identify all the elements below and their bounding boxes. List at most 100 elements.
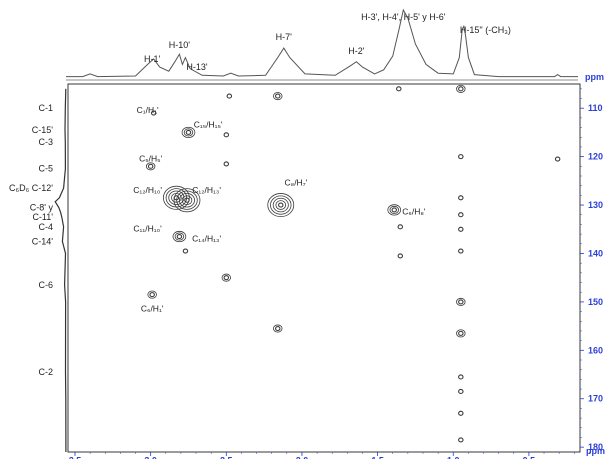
cross-peak-annotation: C₁₂/H₁₀' — [133, 185, 162, 195]
contour-ring — [226, 93, 233, 99]
contour-ring — [458, 437, 464, 443]
contour-ring — [150, 110, 157, 116]
contour-ring — [149, 292, 155, 298]
top-peak-label: H-7' — [276, 32, 293, 42]
contour-ring — [147, 163, 154, 169]
side-carbon-label: C-1 — [38, 103, 53, 113]
contour-peak — [458, 388, 464, 395]
contour-peak — [456, 329, 466, 338]
contour-ring — [274, 93, 281, 99]
contour-ring — [223, 275, 230, 281]
contour-peak — [396, 86, 402, 92]
side-carbon-label: C-5 — [38, 164, 53, 174]
contour-ring — [162, 185, 190, 210]
contour-peak — [458, 437, 464, 443]
contour-ring — [456, 329, 466, 338]
contour-peak — [458, 248, 464, 254]
side-carbon-label: C-14' — [32, 236, 54, 246]
contour-ring — [273, 324, 283, 333]
y-tick-label: 110 — [588, 103, 603, 113]
x-tick-label: 3.5 — [69, 455, 82, 459]
contour-peak — [458, 226, 464, 232]
y-tick-label: 140 — [588, 248, 603, 258]
contour-peaks — [145, 84, 561, 443]
x-axis-unit: ppm — [586, 446, 605, 456]
contour-peak — [226, 93, 233, 99]
y-tick-label: 130 — [588, 200, 603, 210]
y-tick-label: 160 — [588, 345, 603, 355]
contour-ring — [554, 156, 561, 162]
contour-peak — [456, 84, 466, 93]
contour-peak — [181, 126, 196, 139]
top-peak-label: H-1' — [144, 54, 161, 64]
y-tick-label: 170 — [588, 394, 603, 404]
top-peak-label: H-13' — [186, 62, 208, 72]
contour-ring — [176, 233, 183, 240]
side-carbon-labels: C-1 C-15' C-3 C-5 C₆D₆ C-12' C-8' yC-11'C-4 C-… — [9, 103, 53, 377]
side-carbon-label: C-2 — [38, 367, 53, 377]
contour-peak — [150, 110, 157, 116]
contour-ring — [458, 212, 464, 218]
x-tick-label: 2.5 — [220, 455, 233, 459]
x-axis-ticks: 3.5 3.0 2.5 2.0 1.5 1.0 0.5 — [69, 452, 590, 459]
contour-ring — [274, 325, 281, 332]
side-projection: C-1 C-15' C-3 C-5 C₆D₆ C-12' C-8' yC-11'C-4 C-… — [9, 88, 67, 453]
cross-peak-annotation: C₁/H₁' — [137, 105, 159, 115]
side-carbon-label: C₆D₆ C-12' — [9, 183, 53, 193]
contour-ring — [223, 161, 230, 167]
contour-ring — [145, 162, 156, 171]
cross-peak-annotation: C₁₁/H₁₀' — [133, 224, 162, 234]
contour-peak — [456, 297, 466, 306]
contour-ring — [456, 297, 466, 306]
side-carbon-label: C-11' — [32, 212, 53, 222]
contour-ring — [456, 84, 466, 93]
contour-ring — [278, 202, 284, 208]
cross-peak-annotation: C₆/H₈' — [402, 207, 426, 217]
side-carbon-label: C-4 — [38, 222, 53, 232]
x-tick-label: 0.5 — [523, 455, 536, 459]
contour-ring — [458, 374, 464, 380]
contour-ring — [181, 126, 196, 139]
contour-ring — [458, 388, 464, 395]
cross-peak-annotation: C₁₂/H₁₃' — [192, 185, 221, 195]
contour-peak — [554, 156, 561, 162]
x-tick-label: 2.0 — [296, 455, 309, 459]
contour-peak — [387, 204, 402, 216]
top-peak-labels: H-1' H-10' H-13' H-7' H-2' H-3', H-4', H-5' y… — [144, 12, 511, 72]
top-peak-label: H-2' — [348, 46, 365, 56]
side-carbon-label: C-6 — [38, 280, 53, 290]
contour-peak — [458, 410, 464, 416]
top-peak-label: H-15'' (-CH₃) — [460, 25, 511, 35]
side-carbon-label: C-3 — [38, 137, 53, 147]
y-tick-label: 150 — [588, 297, 603, 307]
contour-ring — [272, 197, 289, 213]
contour-peak — [267, 193, 295, 218]
contour-ring — [223, 132, 230, 138]
contour-peak — [458, 154, 464, 160]
contour-peak — [223, 161, 230, 167]
contour-ring — [182, 248, 189, 254]
contour-peak — [273, 324, 283, 333]
contour-ring — [181, 195, 193, 206]
contour-ring — [221, 273, 232, 282]
contour-ring — [396, 86, 402, 92]
side-projection-trace — [54, 88, 67, 453]
contour-ring — [397, 224, 404, 230]
contour-peak — [223, 132, 230, 138]
contour-ring — [168, 190, 185, 205]
contour-ring — [389, 205, 399, 214]
contour-ring — [458, 86, 464, 92]
top-projection: H-1' H-10' H-13' H-7' H-2' H-3', H-4', H-5' y… — [66, 8, 578, 81]
contour-ring — [458, 248, 464, 254]
contour-ring — [185, 129, 192, 135]
top-projection-trace — [66, 8, 578, 78]
contour-peak — [173, 188, 201, 213]
cross-peak-annotation: C₆/H₁' — [141, 304, 164, 314]
side-carbon-label: C-15' — [32, 125, 54, 135]
y-axis-ticks: 110 120 130 140 150 160 170 180 — [580, 88, 603, 452]
plot-frame — [67, 83, 581, 453]
contour-peak — [458, 195, 464, 201]
cross-peak-annotation: C₅/H₅' — [139, 153, 162, 163]
